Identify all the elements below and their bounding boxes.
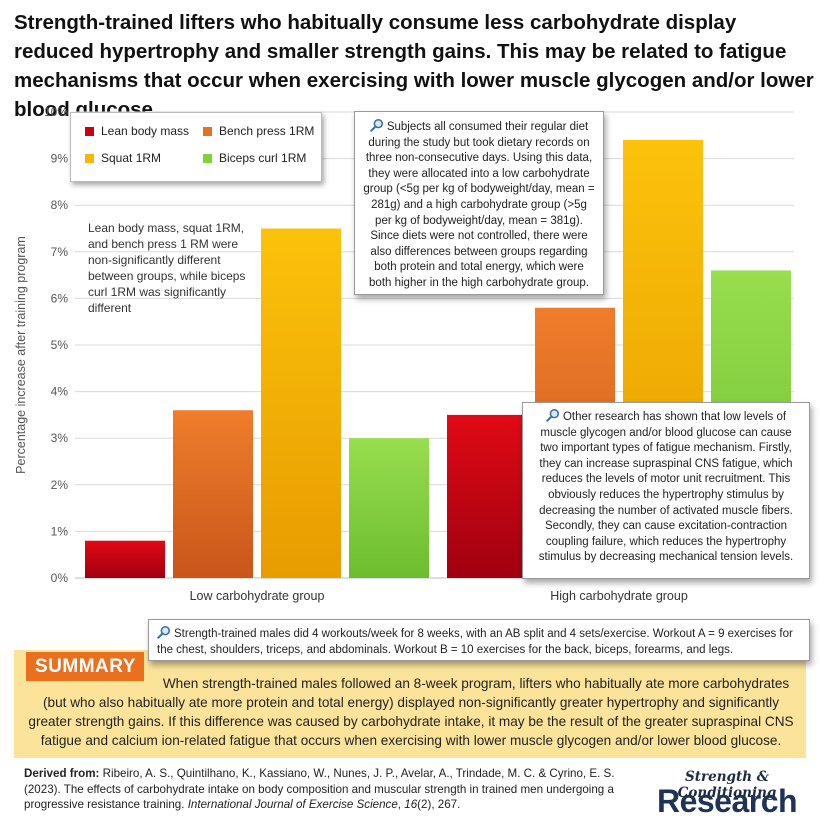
fatigue-callout-text: Other research has shown that low levels… [538, 411, 794, 564]
bar-chart: 0% 1% 2% 3% 4% 5% 6% 7% 8% 9% 10% Low carbohydrate… [44, 105, 794, 603]
diet-callout-text: Subjects all consumed their regular diet… [363, 121, 595, 289]
magnifier-icon [546, 408, 559, 422]
x-category-label: Low carbohydrate group [190, 589, 325, 603]
citation-label: Derived from: [24, 767, 100, 780]
summary-text: When strength-trained males followed an … [28, 676, 794, 748]
summary-label: SUMMARY [26, 652, 144, 681]
brand-logo-text: Research [656, 783, 798, 819]
y-tick-label: 4% [51, 385, 69, 399]
y-tick-label: 7% [51, 245, 69, 259]
citation: Derived from: Ribeiro, A. S., Quintilhan… [24, 767, 615, 812]
y-tick-label: 10% [44, 105, 68, 119]
program-callout: Strength-trained males did 4 workouts/we… [148, 619, 810, 661]
brand-tagline: Strength & Conditioning [677, 769, 777, 801]
magnifier-icon [370, 118, 383, 132]
legend-item: Bench press 1RM [203, 124, 314, 138]
legend-label: Lean body mass [101, 124, 190, 138]
legend-swatch [203, 126, 212, 136]
y-tick-label: 3% [51, 431, 69, 445]
page-title: Strength-trained lifters who habitually … [14, 11, 814, 121]
citation-text: Ribeiro, A. S., Quintilhano, K., Kassian… [24, 767, 615, 812]
legend-swatch [85, 126, 94, 136]
fatigue-callout: Other research has shown that low levels… [522, 402, 810, 579]
legend-item: Lean body mass [85, 124, 189, 138]
y-tick-label: 2% [51, 478, 69, 492]
bar [447, 414, 527, 578]
magnifier-icon [157, 625, 171, 639]
legend-label: Biceps curl 1RM [219, 151, 307, 165]
y-tick-label: 9% [51, 152, 69, 166]
bar [173, 410, 253, 578]
legend-item: Squat 1RM [85, 151, 161, 165]
y-tick-label: 1% [51, 524, 69, 538]
summary-panel [14, 650, 806, 758]
y-tick-label: 0% [51, 571, 69, 585]
x-category-label: High carbohydrate group [550, 589, 688, 603]
citation-issue-pages: (2), 267. [417, 798, 461, 812]
legend-label: Squat 1RM [101, 151, 162, 165]
legend-item: Biceps curl 1RM [203, 151, 306, 165]
significance-note: Lean body mass, squat 1RM, and bench pre… [88, 221, 246, 315]
program-callout-text: Strength-trained males did 4 workouts/we… [157, 628, 793, 656]
citation-journal: International Journal of Exercise Scienc… [187, 798, 398, 812]
chart-legend: Lean body mass Bench press 1RM Squat 1RM… [70, 112, 322, 182]
bar [85, 540, 165, 578]
y-tick-label: 8% [51, 198, 69, 212]
y-axis-label: Percentage increase after training progr… [14, 236, 28, 474]
citation-volume: 16 [404, 798, 418, 812]
y-tick-label: 6% [51, 291, 69, 305]
diet-callout: Subjects all consumed their regular diet… [354, 111, 604, 295]
bar [261, 228, 341, 578]
y-tick-label: 5% [51, 338, 69, 352]
legend-swatch [203, 153, 212, 163]
y-axis-label-wrap: Percentage increase after training progr… [14, 236, 34, 474]
legend-label: Bench press 1RM [219, 124, 315, 138]
bar [349, 438, 429, 578]
legend-swatch [85, 153, 94, 163]
